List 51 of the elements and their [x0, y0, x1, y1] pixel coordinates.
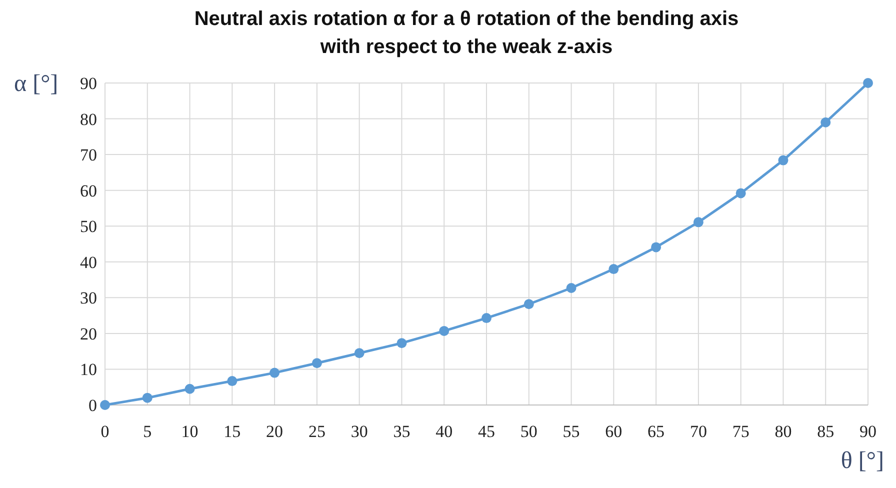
y-tick-label: 20 [80, 324, 97, 344]
y-tick-label: 50 [80, 217, 97, 236]
point [396, 338, 407, 348]
x-tick-label: 60 [605, 422, 622, 441]
chart-title: Neutral axis rotation α for a θ rotation of the bending axis with respect to the weak z-axis [194, 8, 739, 58]
x-tick-label: 20 [266, 422, 284, 441]
y-tick-label: 80 [80, 110, 97, 129]
point [142, 392, 152, 403]
point [312, 358, 322, 368]
x-tick-label: 25 [308, 422, 326, 441]
x-tick-label: 15 [224, 422, 241, 441]
y-tick-label: 10 [80, 360, 97, 380]
y-axis-title: α [°] [14, 71, 58, 97]
x-tick-label: 35 [393, 422, 410, 441]
y-tick-label: 60 [80, 181, 97, 200]
y-tick-label: 40 [80, 252, 97, 272]
point [100, 400, 110, 410]
x-tick-label: 75 [732, 422, 750, 441]
x-tick-label: 40 [436, 422, 453, 441]
x-tick-label: 65 [648, 422, 665, 441]
point [608, 264, 619, 274]
point [736, 188, 746, 198]
y-tick-label: 30 [80, 288, 97, 308]
x-tick-label: 90 [860, 422, 876, 441]
x-tick-label: 70 [690, 422, 707, 441]
x-tick-label: 80 [774, 422, 792, 441]
x-tick-label: 10 [181, 422, 198, 441]
point [566, 283, 576, 294]
point [863, 78, 873, 88]
point [482, 313, 492, 324]
y-tick-label: 0 [88, 396, 97, 415]
x-axis-title: θ [°] [840, 448, 884, 474]
x-tick-label: 45 [478, 422, 495, 441]
x-tick-label: 30 [350, 422, 368, 441]
point [651, 242, 662, 252]
point [693, 217, 704, 228]
point [820, 117, 831, 128]
x-tick-label: 5 [143, 422, 152, 441]
point [270, 368, 280, 378]
point [354, 348, 364, 358]
x-tick-label: 55 [562, 422, 580, 441]
point [524, 299, 534, 310]
x-tick-label: 0 [100, 422, 110, 441]
point [184, 384, 195, 394]
y-tick-label: 90 [80, 74, 97, 93]
x-tick-label: 85 [817, 422, 834, 441]
x-tick-label: 50 [520, 422, 538, 441]
point [778, 155, 788, 166]
y-tick-label: 70 [80, 146, 97, 165]
point [439, 326, 450, 336]
point [227, 376, 238, 386]
